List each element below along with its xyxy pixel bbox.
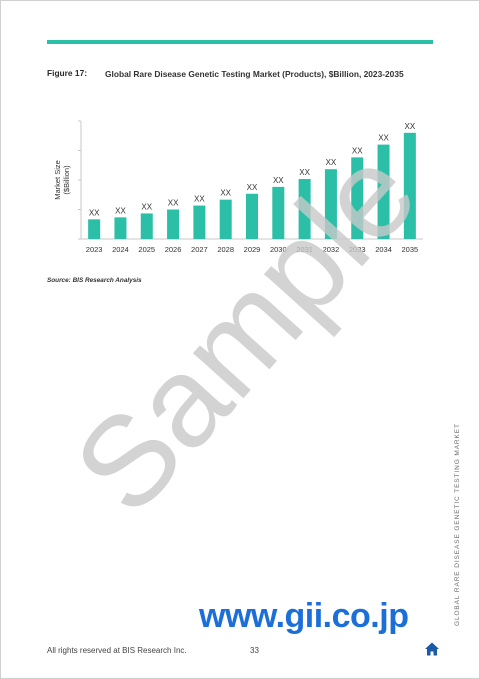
figure-title: Global Rare Disease Genetic Testing Mark… [105,69,404,79]
bar [246,193,258,239]
source-note: Source: BIS Research Analysis [47,277,142,284]
x-tick-label: 2029 [244,245,261,254]
bar-data-label: XX [299,168,310,177]
x-tick-label: 2035 [402,245,419,254]
x-tick-label: 2034 [375,245,392,254]
bar-chart: Market Size($Billion) XX 2023 XX 2024 XX 2025 X… [53,120,423,254]
bar-data-label: XX [194,195,205,204]
bar [140,213,153,239]
bar [88,219,101,239]
bar-data-label: XX [89,208,100,217]
bar-data-label: XX [378,134,389,143]
bar-data-label: XX [247,183,258,192]
bar [193,205,206,239]
x-tick-label: 2027 [191,245,208,254]
bar-data-label: XX [326,158,337,167]
y-axis-label: Market Size($Billion) [53,160,71,200]
bar-data-label: XX [168,199,179,208]
bar-data-label: XX [405,122,416,131]
figure-label: Figure 17: [47,68,88,78]
x-tick-label: 2028 [217,245,234,254]
home-icon[interactable] [424,641,440,657]
x-tick-label: 2024 [112,245,129,254]
bar [298,179,311,239]
bar [324,169,337,239]
x-tick-label: 2032 [323,245,340,254]
bar-data-label: XX [220,189,231,198]
x-tick-label: 2030 [270,245,287,254]
bar [377,144,390,239]
x-tick-label: 2026 [165,245,182,254]
bar-data-label: XX [273,176,284,185]
top-accent-rule [47,40,433,44]
bar [167,209,180,239]
bar-data-label: XX [141,202,152,211]
bar-data-label: XX [115,206,126,215]
gii-watermark: www.gii.co.jp [199,597,409,635]
side-report-title: GLOBAL RARE DISEASE GENETIC TESTING MARK… [454,423,461,626]
bar [114,217,127,239]
bar [351,157,364,239]
bar [403,132,416,239]
x-tick-label: 2023 [86,245,103,254]
x-tick-label: 2031 [296,245,313,254]
page-number: 33 [250,646,259,655]
bar-data-label: XX [352,146,363,155]
bar [272,186,285,239]
bar [219,199,232,239]
footer-rights: All rights reserved at BIS Research Inc. [47,646,187,655]
x-tick-label: 2025 [138,245,155,254]
x-tick-label: 2033 [349,245,366,254]
